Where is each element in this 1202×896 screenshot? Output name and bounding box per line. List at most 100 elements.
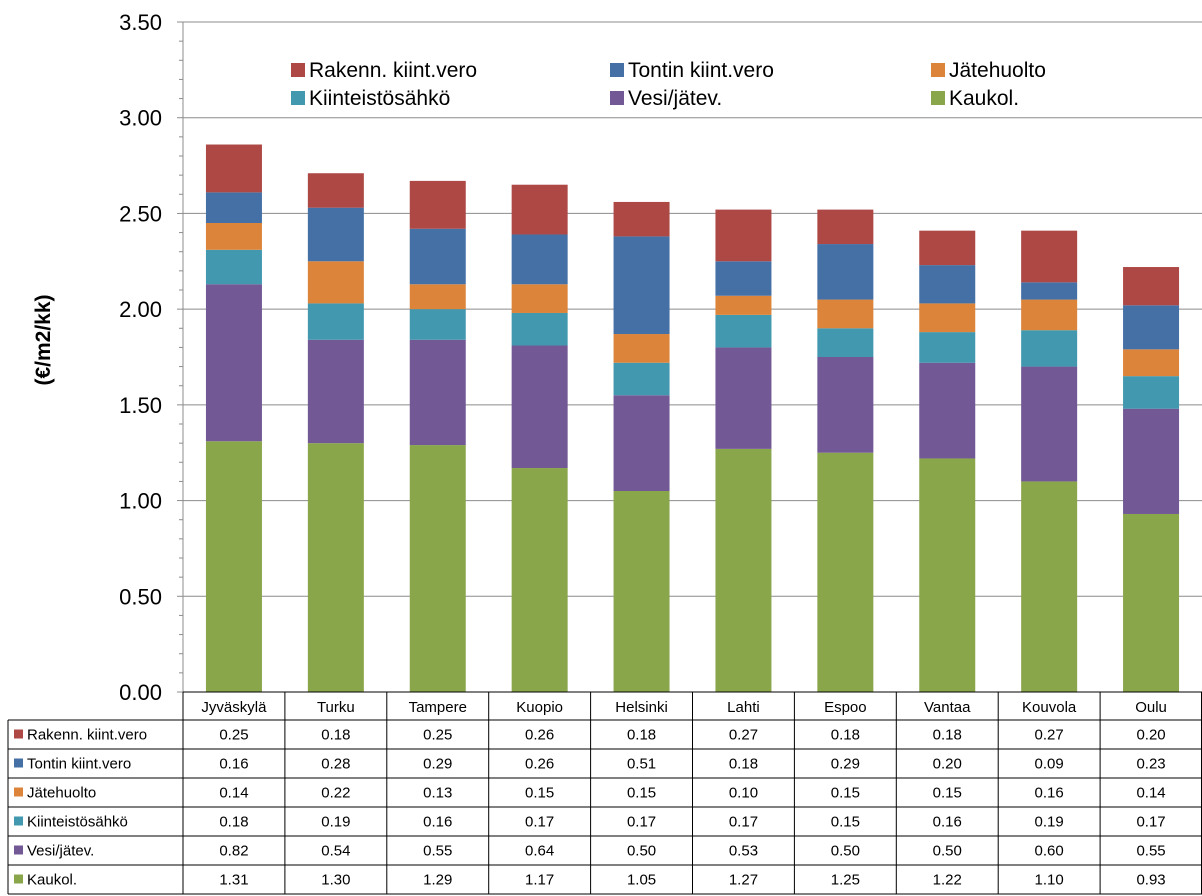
table-row-label-jätehuolto: Jätehuolto xyxy=(27,785,96,802)
table-cell-kiinteistösähkö-vantaa: 0.16 xyxy=(933,814,962,831)
bar-kaukol-lahti xyxy=(715,448,772,692)
table-cell-kiinteistösähkö-kuopio: 0.17 xyxy=(525,814,554,831)
table-cell-tontin-kiint-vero-kouvola: 0.09 xyxy=(1035,756,1064,773)
table-cell-kiinteistösähkö-helsinki: 0.17 xyxy=(627,814,656,831)
table-cell-jätehuolto-turku: 0.22 xyxy=(321,785,350,802)
bar-rakenn-kiint-vero-tampere xyxy=(409,180,466,229)
bar-kaukol-tampere xyxy=(409,445,466,692)
table-cell-tontin-kiint-vero-turku: 0.28 xyxy=(321,756,350,773)
legend: Rakenn. kiint.vero Tontin kiint.vero Jäteh… xyxy=(291,59,1046,110)
table-cell-kaukol-espoo: 1.25 xyxy=(831,872,860,889)
bar-jätehuolto-kuopio xyxy=(511,284,568,313)
bar-rakenn-kiint-vero-helsinki xyxy=(613,201,670,237)
table-row-key-kaukol xyxy=(14,874,23,884)
bar-jätehuolto-vantaa xyxy=(919,303,976,333)
y-tick-label: 2.00 xyxy=(119,297,162,322)
bars xyxy=(205,144,1180,692)
table-cell-jätehuolto-lahti: 0.10 xyxy=(729,785,758,802)
legend-swatch-kiinteistösähkö xyxy=(291,91,305,105)
bar-rakenn-kiint-vero-turku xyxy=(307,173,364,208)
table-cell-kiinteistösähkö-turku: 0.19 xyxy=(321,814,350,831)
bar-kaukol-kouvola xyxy=(1021,481,1078,692)
table-cell-tontin-kiint-vero-jyväskylä: 0.16 xyxy=(219,756,248,773)
bar-tontin-kiint-vero-vantaa xyxy=(919,265,976,304)
table-cell-kaukol-turku: 1.30 xyxy=(321,872,350,889)
table-header-espoo: Espoo xyxy=(824,699,867,716)
table-header-jyväskylä: Jyväskylä xyxy=(201,699,267,716)
legend-label-tontin-kiint-vero: Tontin kiint.vero xyxy=(628,59,774,82)
table-cell-vesi-jätev-jyväskylä: 0.82 xyxy=(219,843,248,860)
table-cell-kiinteistösähkö-kouvola: 0.19 xyxy=(1035,814,1064,831)
bar-kiinteistösähkö-jyväskylä xyxy=(205,249,262,285)
table-cell-tontin-kiint-vero-vantaa: 0.20 xyxy=(933,756,962,773)
table-cell-jätehuolto-tampere: 0.13 xyxy=(423,785,452,802)
table-header-turku: Turku xyxy=(317,699,355,716)
table-cell-rakenn-kiint-vero-jyväskylä: 0.25 xyxy=(219,727,248,744)
bar-vesi-jätev-espoo xyxy=(817,357,874,453)
table-header-tampere: Tampere xyxy=(409,699,467,716)
table-cell-kaukol-oulu: 0.93 xyxy=(1136,872,1165,889)
legend-label-kiinteistösähkö: Kiinteistösähkö xyxy=(309,87,450,110)
bar-rakenn-kiint-vero-kuopio xyxy=(511,184,568,235)
table-cell-vesi-jätev-helsinki: 0.50 xyxy=(627,843,656,860)
table-cell-vesi-jätev-kuopio: 0.64 xyxy=(525,843,554,860)
y-axis: 0.00 0.50 1.00 1.50 2.00 2.50 3.00 3.50 xyxy=(119,10,184,705)
table-cell-kaukol-kouvola: 1.10 xyxy=(1035,872,1064,889)
table-cell-tontin-kiint-vero-kuopio: 0.26 xyxy=(525,756,554,773)
table-row-label-tontin-kiint-vero: Tontin kiint.vero xyxy=(27,756,131,773)
bar-jätehuolto-tampere xyxy=(409,284,466,310)
table-header-lahti: Lahti xyxy=(727,699,760,716)
bar-kaukol-espoo xyxy=(817,452,874,692)
table-cell-kiinteistösähkö-oulu: 0.17 xyxy=(1136,814,1165,831)
bar-tontin-kiint-vero-helsinki xyxy=(613,236,670,335)
y-tick-label: 0.00 xyxy=(119,680,162,705)
bar-tontin-kiint-vero-lahti xyxy=(715,261,772,296)
table-cell-jätehuolto-helsinki: 0.15 xyxy=(627,785,656,802)
bar-vesi-jätev-jyväskylä xyxy=(205,284,262,442)
bar-vesi-jätev-turku xyxy=(307,339,364,444)
table-cell-vesi-jätev-kouvola: 0.60 xyxy=(1035,843,1064,860)
legend-swatch-jätehuolto xyxy=(931,63,945,77)
table-cell-jätehuolto-kuopio: 0.15 xyxy=(525,785,554,802)
legend-swatch-vesi-jätev xyxy=(610,91,624,105)
bar-kaukol-turku xyxy=(307,443,364,692)
table-cell-vesi-jätev-lahti: 0.53 xyxy=(729,843,758,860)
bar-jätehuolto-turku xyxy=(307,261,364,304)
bar-vesi-jätev-oulu xyxy=(1123,408,1180,514)
bar-kiinteistösähkö-espoo xyxy=(817,328,874,357)
bar-kaukol-helsinki xyxy=(613,491,670,692)
table-cell-rakenn-kiint-vero-kuopio: 0.26 xyxy=(525,727,554,744)
bar-tontin-kiint-vero-turku xyxy=(307,207,364,262)
table-row-key-vesi-jätev xyxy=(14,845,23,855)
table-cell-kiinteistösähkö-lahti: 0.17 xyxy=(729,814,758,831)
bar-rakenn-kiint-vero-kouvola xyxy=(1021,230,1078,283)
table-row-label-kiinteistösähkö: Kiinteistösähkö xyxy=(27,814,128,831)
table-cell-vesi-jätev-oulu: 0.55 xyxy=(1136,843,1165,860)
table-cell-kaukol-helsinki: 1.05 xyxy=(627,872,656,889)
bar-tontin-kiint-vero-kuopio xyxy=(511,234,568,285)
legend-label-rakenn-kiint-vero: Rakenn. kiint.vero xyxy=(309,59,477,82)
bar-kaukol-jyväskylä xyxy=(205,441,262,692)
bar-vesi-jätev-vantaa xyxy=(919,362,976,459)
legend-swatch-tontin-kiint-vero xyxy=(610,63,624,77)
bar-rakenn-kiint-vero-espoo xyxy=(817,209,874,245)
table-cell-tontin-kiint-vero-espoo: 0.29 xyxy=(831,756,860,773)
bar-rakenn-kiint-vero-oulu xyxy=(1123,267,1180,306)
bar-tontin-kiint-vero-jyväskylä xyxy=(205,192,262,223)
y-tick-label: 3.50 xyxy=(119,10,162,35)
table-cell-kiinteistösähkö-jyväskylä: 0.18 xyxy=(219,814,248,831)
legend-label-kaukol: Kaukol. xyxy=(949,87,1019,110)
table-cell-rakenn-kiint-vero-kouvola: 0.27 xyxy=(1035,727,1064,744)
y-tick-label: 1.00 xyxy=(119,489,162,514)
bar-kaukol-vantaa xyxy=(919,458,976,692)
bar-jätehuolto-oulu xyxy=(1123,349,1180,377)
bar-vesi-jätev-kouvola xyxy=(1021,366,1078,482)
y-tick-label: 3.00 xyxy=(119,106,162,131)
table-cell-rakenn-kiint-vero-turku: 0.18 xyxy=(321,727,350,744)
bar-jätehuolto-espoo xyxy=(817,299,874,329)
bar-tontin-kiint-vero-kouvola xyxy=(1021,282,1078,300)
table-cell-tontin-kiint-vero-lahti: 0.18 xyxy=(729,756,758,773)
table-cell-vesi-jätev-vantaa: 0.50 xyxy=(933,843,962,860)
table-header-vantaa: Vantaa xyxy=(924,699,971,716)
